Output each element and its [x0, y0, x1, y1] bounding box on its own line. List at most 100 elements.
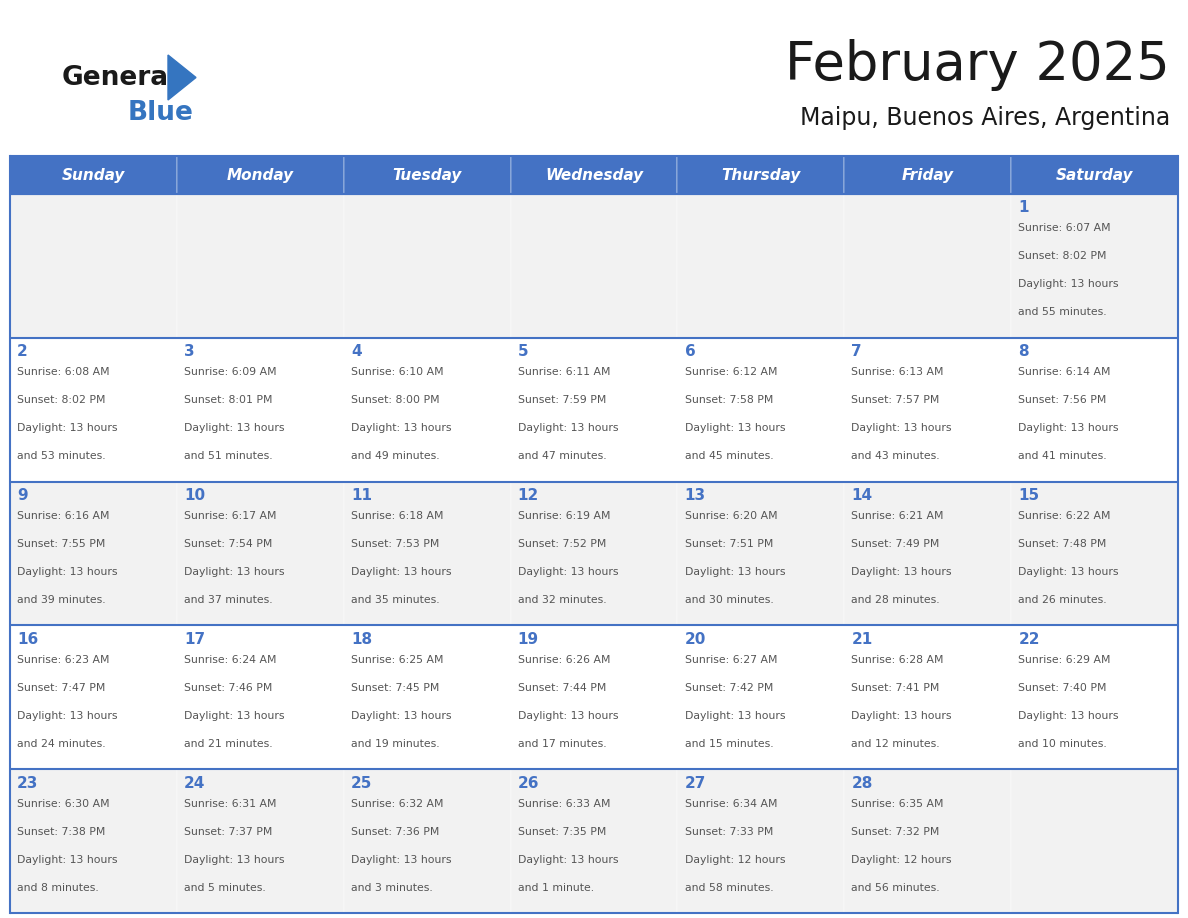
Bar	[511, 625, 677, 769]
Text: 24: 24	[184, 776, 206, 790]
Text: and 1 minute.: and 1 minute.	[518, 883, 594, 892]
Text: Sunset: 7:36 PM: Sunset: 7:36 PM	[350, 826, 440, 836]
Text: Sunrise: 6:26 AM: Sunrise: 6:26 AM	[518, 655, 611, 665]
Text: Sunset: 8:01 PM: Sunset: 8:01 PM	[184, 396, 272, 405]
Text: Saturday: Saturday	[1056, 167, 1133, 183]
Text: Sunrise: 6:23 AM: Sunrise: 6:23 AM	[17, 655, 109, 665]
Text: Sunset: 7:44 PM: Sunset: 7:44 PM	[518, 683, 606, 693]
Text: Sunrise: 6:07 AM: Sunrise: 6:07 AM	[1018, 223, 1111, 233]
Text: Sunset: 7:45 PM: Sunset: 7:45 PM	[350, 683, 440, 693]
Text: Monday: Monday	[227, 167, 293, 183]
Text: and 32 minutes.: and 32 minutes.	[518, 595, 606, 605]
Text: Sunset: 8:02 PM: Sunset: 8:02 PM	[1018, 252, 1107, 262]
Bar	[177, 156, 343, 194]
Text: 18: 18	[350, 632, 372, 647]
Text: 27: 27	[684, 776, 706, 790]
Text: Sunset: 7:55 PM: Sunset: 7:55 PM	[17, 539, 106, 549]
Bar	[511, 769, 677, 913]
Text: and 55 minutes.: and 55 minutes.	[1018, 308, 1107, 318]
Bar	[845, 625, 1011, 769]
Text: 10: 10	[184, 488, 206, 503]
Text: Daylight: 13 hours: Daylight: 13 hours	[852, 423, 952, 433]
Text: 25: 25	[350, 776, 372, 790]
Text: and 37 minutes.: and 37 minutes.	[184, 595, 272, 605]
Bar	[1011, 482, 1178, 625]
Text: Sunrise: 6:08 AM: Sunrise: 6:08 AM	[17, 367, 109, 377]
Text: Sunset: 7:53 PM: Sunset: 7:53 PM	[350, 539, 440, 549]
Text: 16: 16	[17, 632, 38, 647]
Text: and 10 minutes.: and 10 minutes.	[1018, 739, 1107, 749]
Text: 28: 28	[852, 776, 873, 790]
Bar	[845, 769, 1011, 913]
Text: Sunrise: 6:33 AM: Sunrise: 6:33 AM	[518, 799, 611, 809]
Text: Daylight: 13 hours: Daylight: 13 hours	[184, 567, 284, 577]
Text: Maipu, Buenos Aires, Argentina: Maipu, Buenos Aires, Argentina	[800, 106, 1170, 130]
Bar	[845, 482, 1011, 625]
Bar	[511, 338, 677, 482]
Bar	[1011, 338, 1178, 482]
Text: Daylight: 13 hours: Daylight: 13 hours	[518, 855, 618, 865]
Text: Daylight: 13 hours: Daylight: 13 hours	[17, 855, 118, 865]
Bar	[177, 194, 343, 338]
Text: 3: 3	[184, 344, 195, 359]
Text: and 12 minutes.: and 12 minutes.	[852, 739, 940, 749]
Text: Sunset: 7:46 PM: Sunset: 7:46 PM	[184, 683, 272, 693]
Bar	[10, 156, 177, 194]
Text: Sunrise: 6:27 AM: Sunrise: 6:27 AM	[684, 655, 777, 665]
Bar	[677, 194, 845, 338]
Text: and 45 minutes.: and 45 minutes.	[684, 452, 773, 462]
Text: Sunrise: 6:30 AM: Sunrise: 6:30 AM	[17, 799, 109, 809]
Text: Blue: Blue	[128, 100, 194, 126]
Text: Daylight: 13 hours: Daylight: 13 hours	[1018, 711, 1119, 721]
Bar	[845, 338, 1011, 482]
Text: 15: 15	[1018, 488, 1040, 503]
Bar	[343, 482, 511, 625]
Text: 14: 14	[852, 488, 872, 503]
Bar	[343, 338, 511, 482]
Bar	[343, 156, 511, 194]
Text: 6: 6	[684, 344, 695, 359]
Text: and 58 minutes.: and 58 minutes.	[684, 883, 773, 892]
Bar	[177, 338, 343, 482]
Text: 9: 9	[17, 488, 27, 503]
Bar	[511, 482, 677, 625]
Text: and 8 minutes.: and 8 minutes.	[17, 883, 99, 892]
Text: Sunset: 7:49 PM: Sunset: 7:49 PM	[852, 539, 940, 549]
Text: Daylight: 13 hours: Daylight: 13 hours	[1018, 567, 1119, 577]
Text: and 41 minutes.: and 41 minutes.	[1018, 452, 1107, 462]
Text: Daylight: 12 hours: Daylight: 12 hours	[684, 855, 785, 865]
Text: 13: 13	[684, 488, 706, 503]
Text: and 21 minutes.: and 21 minutes.	[184, 739, 272, 749]
Text: 1: 1	[1018, 200, 1029, 216]
Text: and 49 minutes.: and 49 minutes.	[350, 452, 440, 462]
Text: Sunset: 7:37 PM: Sunset: 7:37 PM	[184, 826, 272, 836]
Text: 26: 26	[518, 776, 539, 790]
Text: Sunrise: 6:12 AM: Sunrise: 6:12 AM	[684, 367, 777, 377]
Bar	[845, 156, 1011, 194]
Text: Sunset: 7:54 PM: Sunset: 7:54 PM	[184, 539, 272, 549]
Text: Daylight: 13 hours: Daylight: 13 hours	[852, 567, 952, 577]
Bar	[177, 625, 343, 769]
Text: and 24 minutes.: and 24 minutes.	[17, 739, 106, 749]
Text: Sunrise: 6:28 AM: Sunrise: 6:28 AM	[852, 655, 944, 665]
Text: Daylight: 13 hours: Daylight: 13 hours	[184, 423, 284, 433]
Text: Daylight: 13 hours: Daylight: 13 hours	[184, 711, 284, 721]
Text: Wednesday: Wednesday	[545, 167, 643, 183]
Text: and 19 minutes.: and 19 minutes.	[350, 739, 440, 749]
Text: and 15 minutes.: and 15 minutes.	[684, 739, 773, 749]
Bar	[677, 156, 845, 194]
Text: and 39 minutes.: and 39 minutes.	[17, 595, 106, 605]
Text: Sunset: 7:41 PM: Sunset: 7:41 PM	[852, 683, 940, 693]
Text: February 2025: February 2025	[785, 39, 1170, 91]
Text: 2: 2	[17, 344, 27, 359]
Text: 22: 22	[1018, 632, 1040, 647]
Text: 8: 8	[1018, 344, 1029, 359]
Text: and 56 minutes.: and 56 minutes.	[852, 883, 940, 892]
Text: Daylight: 13 hours: Daylight: 13 hours	[184, 855, 284, 865]
Text: Sunset: 7:35 PM: Sunset: 7:35 PM	[518, 826, 606, 836]
Text: Sunset: 7:52 PM: Sunset: 7:52 PM	[518, 539, 606, 549]
Bar	[1011, 769, 1178, 913]
Text: 23: 23	[17, 776, 38, 790]
Text: Sunrise: 6:32 AM: Sunrise: 6:32 AM	[350, 799, 443, 809]
Text: Sunrise: 6:11 AM: Sunrise: 6:11 AM	[518, 367, 611, 377]
